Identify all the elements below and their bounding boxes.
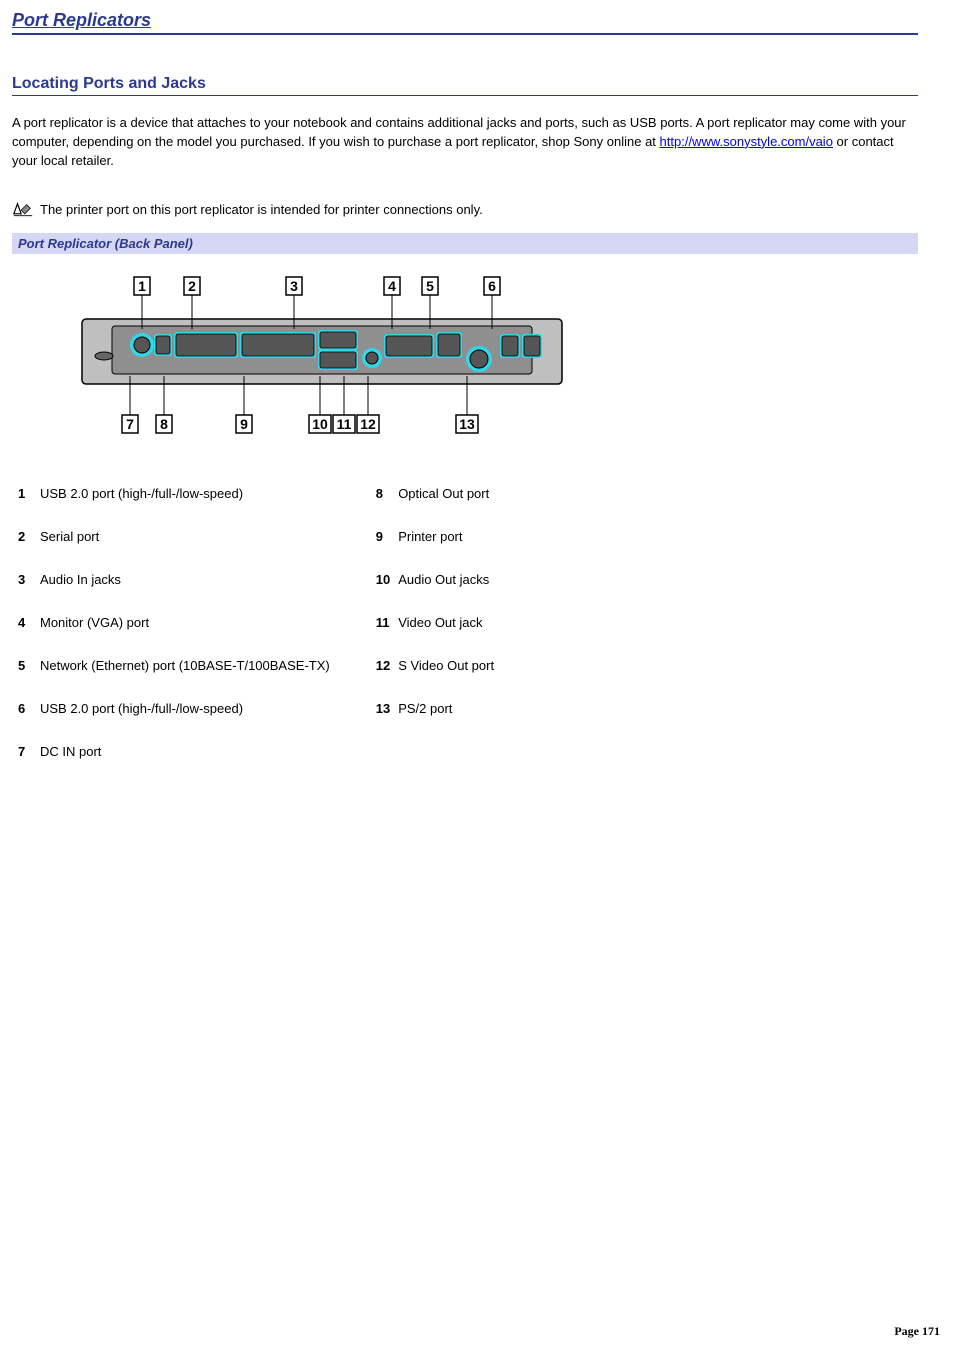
svg-text:3: 3 <box>290 278 298 294</box>
intro-paragraph: A port replicator is a device that attac… <box>12 114 918 171</box>
svg-text:2: 2 <box>188 278 196 294</box>
svg-text:11: 11 <box>337 416 352 432</box>
port-num: 8 <box>370 472 392 515</box>
svg-text:6: 6 <box>488 278 496 294</box>
port-num: 10 <box>370 558 392 601</box>
svg-text:9: 9 <box>240 416 248 432</box>
port-label: Serial port <box>34 515 370 558</box>
port-num: 6 <box>12 687 34 730</box>
svg-text:1: 1 <box>138 278 146 294</box>
port-num: 1 <box>12 472 34 515</box>
table-row: 1USB 2.0 port (high-/full-/low-speed)8Op… <box>12 472 534 515</box>
ports-table: 1USB 2.0 port (high-/full-/low-speed)8Op… <box>12 472 534 773</box>
svg-text:5: 5 <box>426 278 434 294</box>
svg-text:12: 12 <box>360 416 376 432</box>
table-row: 5Network (Ethernet) port (10BASE-T/100BA… <box>12 644 534 687</box>
port-label: USB 2.0 port (high-/full-/low-speed) <box>34 687 370 730</box>
back-panel-diagram: 12345678910111213 <box>72 264 918 447</box>
port-label: Audio Out jacks <box>392 558 534 601</box>
table-row: 6USB 2.0 port (high-/full-/low-speed)13P… <box>12 687 534 730</box>
port-label: USB 2.0 port (high-/full-/low-speed) <box>34 472 370 515</box>
page-title: Port Replicators <box>12 10 918 35</box>
port-num: 12 <box>370 644 392 687</box>
port-num: 7 <box>12 730 34 773</box>
port-label: Optical Out port <box>392 472 534 515</box>
table-row: 3Audio In jacks10Audio Out jacks <box>12 558 534 601</box>
table-row: 2Serial port9Printer port <box>12 515 534 558</box>
note-icon <box>12 201 34 219</box>
port-label: Audio In jacks <box>34 558 370 601</box>
svg-text:7: 7 <box>126 416 134 432</box>
section-title: Locating Ports and Jacks <box>12 75 918 96</box>
table-row: 4Monitor (VGA) port11Video Out jack <box>12 601 534 644</box>
panel-caption: Port Replicator (Back Panel) <box>12 233 918 254</box>
svg-text:13: 13 <box>459 416 475 432</box>
port-label: S Video Out port <box>392 644 534 687</box>
svg-text:8: 8 <box>160 416 168 432</box>
port-num: 11 <box>370 601 392 644</box>
svg-text:4: 4 <box>388 278 396 294</box>
port-num: 2 <box>12 515 34 558</box>
port-label <box>392 730 534 773</box>
note: The printer port on this port replicator… <box>12 201 918 219</box>
table-row: 7DC IN port <box>12 730 534 773</box>
port-label: Network (Ethernet) port (10BASE-T/100BAS… <box>34 644 370 687</box>
port-num: 9 <box>370 515 392 558</box>
port-num: 4 <box>12 601 34 644</box>
port-label: PS/2 port <box>392 687 534 730</box>
page-number: Page 171 <box>894 1324 940 1339</box>
sony-link[interactable]: http://www.sonystyle.com/vaio <box>660 134 833 149</box>
port-label: Video Out jack <box>392 601 534 644</box>
port-num: 13 <box>370 687 392 730</box>
port-label: Printer port <box>392 515 534 558</box>
port-num: 3 <box>12 558 34 601</box>
port-num <box>370 730 392 773</box>
port-num: 5 <box>12 644 34 687</box>
port-label: DC IN port <box>34 730 370 773</box>
svg-text:10: 10 <box>312 416 328 432</box>
note-text: The printer port on this port replicator… <box>40 202 483 217</box>
port-label: Monitor (VGA) port <box>34 601 370 644</box>
